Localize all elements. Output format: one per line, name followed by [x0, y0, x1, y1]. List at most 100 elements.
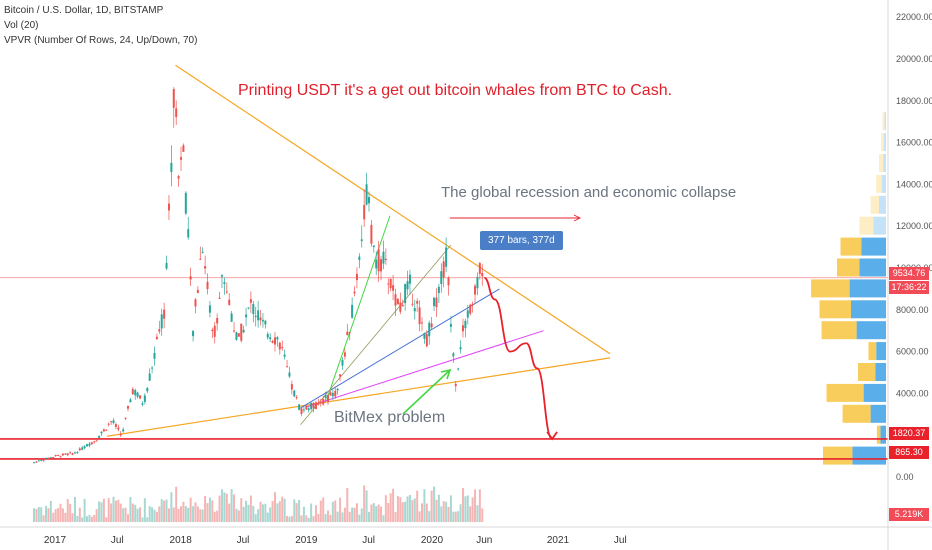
volume-bar	[363, 485, 366, 522]
level-high-tag: 1820.37	[889, 427, 929, 440]
symbol-legend[interactable]: Bitcoin / U.S. Dollar, 1D, BITSTAMP	[4, 5, 164, 16]
candle-body	[302, 409, 305, 411]
volume-bar	[163, 500, 166, 522]
volume-profile-up	[883, 154, 886, 172]
volume-bar	[271, 501, 274, 522]
volume-profile-up	[856, 321, 886, 340]
volume-bar	[452, 511, 455, 522]
candle-body	[218, 297, 221, 299]
y-tick-label: 14000.00	[896, 179, 932, 189]
candle-body	[377, 249, 380, 272]
volume-bar	[372, 503, 375, 522]
volume-bar	[370, 504, 373, 522]
candle-body	[421, 322, 424, 324]
volume-bar	[416, 490, 419, 522]
y-tick-label: 6000.00	[896, 347, 929, 357]
candle-body	[476, 276, 479, 289]
volume-bar	[334, 500, 337, 522]
candle-body	[240, 323, 243, 341]
volume-bar	[365, 490, 368, 522]
volume-bar	[375, 506, 378, 522]
candle-body	[136, 392, 139, 397]
volume-profile-down	[870, 195, 879, 214]
volume-bar	[324, 513, 327, 522]
volume-bar	[223, 492, 226, 522]
volume-bar	[151, 507, 154, 522]
candle-body	[66, 453, 69, 456]
volume-profile-down	[811, 279, 850, 298]
candle-body	[40, 459, 43, 461]
volume-bar	[88, 514, 91, 522]
candle-body	[271, 340, 274, 343]
vpvr-legend[interactable]: VPVR (Number Of Rows, 24, Up/Down, 70)	[4, 35, 198, 46]
volume-bar	[474, 489, 477, 522]
volume-profile-down	[859, 216, 874, 235]
magenta-trend-line	[306, 330, 544, 408]
volume-bar	[322, 497, 325, 522]
candle-body	[252, 303, 255, 315]
volume-bar	[107, 498, 110, 522]
candle-body	[382, 251, 385, 264]
volume-bar	[59, 503, 62, 522]
candle-body	[273, 337, 276, 345]
candle-body	[269, 337, 272, 340]
candle-body	[167, 203, 170, 211]
volume-bar	[45, 505, 48, 522]
volume-bar	[240, 498, 243, 522]
usdt-annotation: Printing USDT it's a get out bitcoin wha…	[238, 82, 673, 99]
candle-body	[196, 289, 199, 293]
candle-body	[153, 352, 156, 359]
volume-bar	[233, 494, 236, 522]
volume-bar	[302, 506, 305, 522]
volume-bar	[430, 490, 433, 522]
candle-body	[353, 291, 356, 294]
candle-body	[107, 423, 110, 425]
x-tick-label: 2017	[44, 535, 67, 546]
candle-body	[122, 429, 125, 432]
volume-bar	[307, 517, 310, 522]
candle-body	[228, 299, 231, 305]
candle-body	[314, 402, 317, 409]
volume-bar	[160, 499, 163, 522]
volume-profile-down	[823, 446, 853, 465]
candle-body	[317, 402, 320, 405]
candle-body	[449, 323, 452, 327]
volume-bar	[213, 511, 216, 522]
volume-bar	[353, 507, 356, 522]
candle-body	[78, 448, 81, 451]
volume-bar	[71, 513, 74, 522]
candle-body	[100, 431, 103, 434]
volume-bar	[401, 502, 404, 522]
candle-body	[339, 374, 342, 377]
current-price-tag: 9534.76	[889, 267, 929, 280]
volume-bar	[242, 506, 245, 522]
volume-bar	[481, 508, 484, 522]
volume-bar	[360, 508, 363, 522]
volume-bar	[380, 506, 383, 522]
volume-bar	[216, 510, 219, 522]
volume-bar	[396, 496, 399, 522]
volume-bar	[351, 507, 354, 522]
projection-path	[483, 276, 558, 441]
volume-bar	[78, 507, 81, 522]
volume-bar	[384, 495, 387, 522]
volume-profile-down	[876, 425, 881, 444]
candle-body	[81, 447, 84, 450]
candle-body	[322, 398, 325, 405]
volume-bar	[348, 511, 351, 522]
candle-body	[290, 384, 293, 390]
candle-body	[257, 310, 260, 321]
candle-body	[206, 281, 209, 290]
volume-legend[interactable]: Vol (20)	[4, 20, 39, 31]
volume-bar	[245, 500, 248, 522]
candle-body	[394, 294, 397, 306]
candle-body	[365, 184, 368, 205]
volume-bar	[134, 504, 137, 522]
candle-body	[211, 329, 214, 332]
volume-bar	[341, 512, 344, 522]
candle-body	[158, 329, 161, 332]
volume-profile-down	[837, 258, 860, 277]
candle-body	[454, 383, 457, 387]
volume-bar	[81, 517, 84, 522]
volume-bar	[249, 495, 252, 522]
